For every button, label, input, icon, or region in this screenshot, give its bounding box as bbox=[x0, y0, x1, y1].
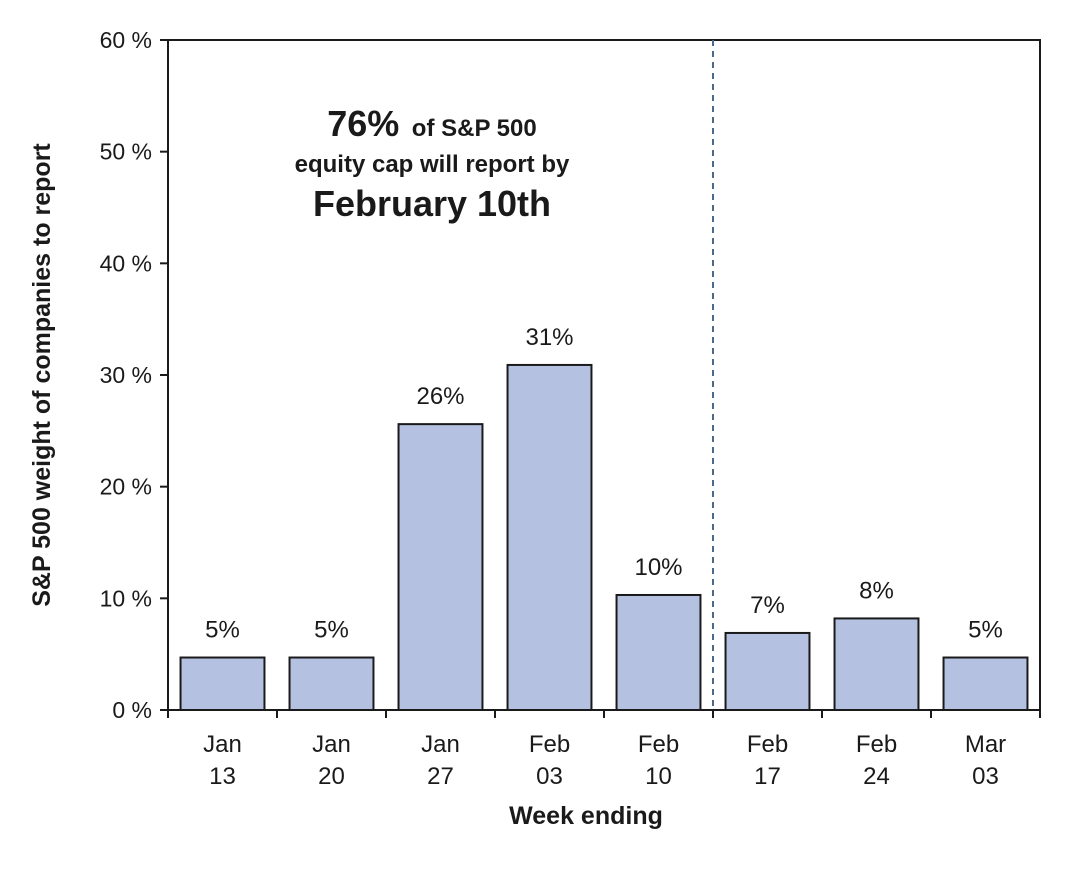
bar-value-label: 5% bbox=[205, 617, 240, 644]
bar bbox=[615, 593, 702, 712]
annotation-line-1-rest: of S&P 500 bbox=[412, 115, 537, 142]
annotation-line-1: 76% of S&P 500 bbox=[327, 103, 536, 144]
y-tick-label: 50 % bbox=[100, 139, 152, 165]
bar-value-label: 10% bbox=[634, 554, 682, 581]
x-tick-label: 03 bbox=[536, 763, 563, 790]
bar-value-label: 5% bbox=[314, 617, 349, 644]
x-tick-label: Jan bbox=[312, 731, 351, 758]
bar-value-label: 31% bbox=[525, 324, 573, 351]
y-tick-label: 30 % bbox=[100, 362, 152, 388]
x-tick-label: 20 bbox=[318, 763, 345, 790]
x-tick-label: 10 bbox=[645, 763, 672, 790]
plot-area: 0 % 10 % 20 % 30 % 40 % 50 % 60 % 5% Jan 13 5% Jan 2… bbox=[100, 27, 1041, 790]
x-tick-label: Feb bbox=[747, 731, 788, 758]
bar-value-label: 8% bbox=[859, 577, 894, 604]
x-tick-label: 24 bbox=[863, 763, 890, 790]
annotation: 76% of S&P 500 equity cap will report by… bbox=[295, 103, 570, 224]
annotation-line-2: equity cap will report by bbox=[295, 151, 570, 178]
bar-value-label: 5% bbox=[968, 617, 1003, 644]
bar bbox=[724, 631, 811, 712]
bar bbox=[397, 423, 484, 711]
bar-value-label: 26% bbox=[416, 383, 464, 410]
x-tick-label: Feb bbox=[638, 731, 679, 758]
x-tick-label: Feb bbox=[856, 731, 897, 758]
x-tick-label: Feb bbox=[529, 731, 570, 758]
bar-value-label: 7% bbox=[750, 592, 785, 619]
y-tick-label: 20 % bbox=[100, 474, 152, 500]
x-tick-label: Mar bbox=[965, 731, 1006, 758]
bar bbox=[179, 656, 266, 711]
y-tick-label: 10 % bbox=[100, 585, 152, 611]
x-axis-title: Week ending bbox=[509, 802, 663, 830]
annotation-highlight: 76% bbox=[327, 103, 399, 144]
y-tick-label: 0 % bbox=[112, 697, 152, 723]
bar bbox=[506, 363, 593, 711]
bar bbox=[942, 656, 1029, 711]
x-tick-label: Jan bbox=[203, 731, 242, 758]
annotation-line-3: February 10th bbox=[313, 183, 551, 224]
x-tick-label: Jan bbox=[421, 731, 460, 758]
x-tick-label: 13 bbox=[209, 763, 236, 790]
y-tick-label: 60 % bbox=[100, 27, 152, 53]
x-tick-label: 03 bbox=[972, 763, 999, 790]
bar bbox=[288, 656, 375, 711]
x-tick-label: 27 bbox=[427, 763, 454, 790]
bar bbox=[833, 617, 920, 712]
x-tick-label: 17 bbox=[754, 763, 781, 790]
plot-frame bbox=[167, 39, 1041, 711]
y-tick-label: 40 % bbox=[100, 250, 152, 276]
y-axis-title: S&P 500 weight of companies to report bbox=[28, 143, 56, 607]
